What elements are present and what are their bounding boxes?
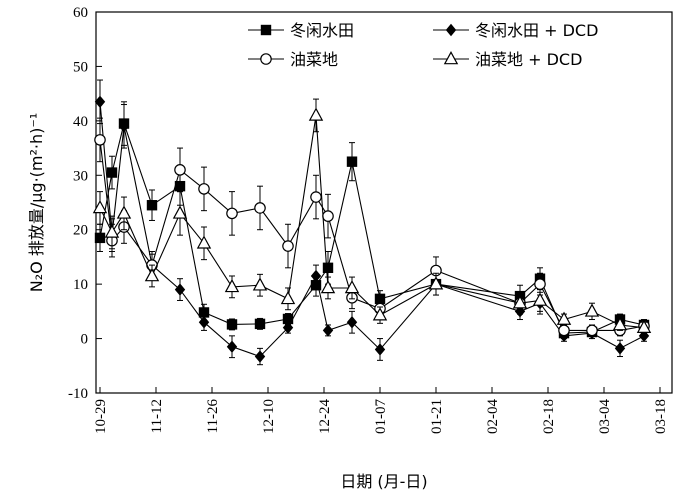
legend: 冬闲水田 冬闲水田 + DCD 油菜地 油菜地 + DCD [248,21,598,69]
data-point [282,321,294,334]
data-point [224,278,240,293]
data-point [310,269,322,283]
series-3 [94,117,650,337]
data-point [94,134,106,146]
data-point [322,324,334,337]
y-tick-label: -10 [68,386,88,402]
data-point [94,95,106,109]
data-point [174,283,186,296]
data-point [534,278,546,290]
data-point [322,210,334,222]
legend-item-2: 冬闲水田 + DCD [433,21,598,40]
legend-label: 油菜地 + DCD [475,50,582,69]
x-tick-label: 11-12 [149,399,165,433]
data-point [584,303,600,317]
data-point [226,340,238,353]
data-point [118,120,130,133]
data-point [172,205,188,219]
x-axis-title: 日期 (月-日) [340,472,427,491]
data-point [196,235,212,249]
data-point [144,268,160,282]
y-tick-label: 20 [73,223,88,239]
data-point [532,292,548,306]
data-point [614,342,626,355]
x-tick-label: 12-10 [261,399,277,434]
data-point [310,191,322,203]
legend-item-1: 冬闲水田 [248,21,354,40]
legend-marker [443,51,459,65]
y-tick-label: 10 [73,277,88,293]
data-point [198,183,210,195]
y-tick-label: 60 [73,5,88,21]
series-layer [92,79,652,366]
x-tick-label: 01-21 [429,399,445,434]
data-point [94,232,106,244]
series-line [99,121,645,334]
series-4 [92,98,652,334]
x-tick-label: 01-07 [373,399,389,434]
data-point [586,324,598,337]
x-tick-label: 03-18 [653,399,669,434]
data-point [374,343,386,356]
data-point [372,307,388,321]
data-point [320,279,336,294]
data-point [280,290,296,305]
data-point [92,199,108,214]
x-tick-label: 12-24 [317,399,333,434]
series-1 [94,101,650,340]
data-point [428,276,444,290]
legend-item-3: 油菜地 [248,50,338,69]
x-axis: 10-29 11-12 11-26 12-10 12-24 01-07 01-21 02-04… [93,387,669,434]
x-tick-label: 02-18 [541,399,557,434]
data-point [308,107,324,121]
data-point [556,311,572,325]
data-point [612,317,628,331]
data-point [106,167,118,178]
data-point [636,319,652,333]
data-point [226,207,238,220]
data-point [282,240,294,252]
data-point [322,262,334,274]
x-tick-label: 10-29 [93,399,109,434]
data-point [512,295,528,309]
series-line [99,115,645,329]
x-tick-label: 03-04 [597,399,613,434]
y-tick-label: 0 [81,332,89,348]
data-point [346,316,358,329]
data-point [174,164,186,176]
data-point [252,277,268,291]
x-tick-label: 02-04 [485,399,501,434]
data-point [254,350,266,363]
data-point [558,324,570,337]
y-tick-label: 40 [73,114,88,130]
x-tick-label: 11-26 [205,399,221,434]
data-point [344,279,360,294]
data-point [374,293,386,305]
data-point [116,205,132,219]
data-point [282,313,294,325]
legend-label: 油菜地 [290,50,338,69]
data-point [254,202,266,214]
legend-marker [445,23,457,37]
legend-marker [260,24,272,36]
data-point [146,200,158,211]
data-point [226,319,238,330]
data-point [254,318,266,330]
data-point [198,316,210,329]
y-tick-label: 30 [73,168,88,184]
legend-label: 冬闲水田 [290,21,354,40]
plot-frame [95,11,673,394]
data-point [198,307,210,318]
data-point [104,224,120,238]
data-point [346,156,358,167]
y-axis: -10 0 10 20 30 40 50 60 [68,5,102,402]
y-axis-title: N₂O 排放量/μg·(m²·h)⁻¹ [27,113,46,292]
legend-label: 冬闲水田 + DCD [475,21,598,40]
legend-marker [260,53,272,65]
y-tick-label: 50 [73,59,88,75]
legend-item-4: 油菜地 + DCD [433,50,582,69]
